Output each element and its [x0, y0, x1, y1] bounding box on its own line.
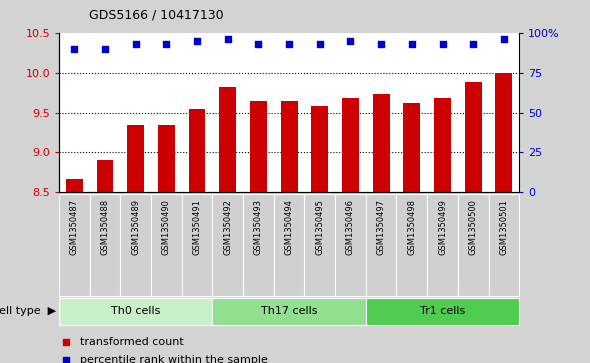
Bar: [212, 298, 366, 325]
Bar: [489, 194, 519, 296]
Bar: [243, 194, 274, 296]
Point: [162, 41, 171, 47]
Bar: [127, 125, 144, 192]
Bar: [212, 194, 243, 296]
Text: GSM1350496: GSM1350496: [346, 199, 355, 255]
Bar: [158, 125, 175, 192]
Bar: [281, 101, 297, 192]
Bar: [465, 82, 481, 192]
Bar: [427, 194, 458, 296]
Bar: [151, 194, 182, 296]
Text: percentile rank within the sample: percentile rank within the sample: [80, 355, 268, 363]
Text: GSM1350498: GSM1350498: [407, 199, 417, 255]
Bar: [366, 194, 396, 296]
Text: GSM1350492: GSM1350492: [223, 199, 232, 255]
Bar: [182, 194, 212, 296]
Bar: [434, 98, 451, 192]
Point: [438, 41, 447, 47]
Point: [284, 41, 294, 47]
Bar: [304, 194, 335, 296]
Text: GSM1350501: GSM1350501: [499, 199, 509, 255]
Point: [131, 41, 140, 47]
Bar: [120, 194, 151, 296]
Point: [407, 41, 417, 47]
Text: Th17 cells: Th17 cells: [261, 306, 317, 316]
Text: GSM1350489: GSM1350489: [131, 199, 140, 255]
Bar: [189, 109, 205, 192]
Point: [254, 41, 263, 47]
Text: GSM1350495: GSM1350495: [315, 199, 324, 255]
Point: [61, 358, 71, 363]
Point: [61, 339, 71, 345]
Bar: [274, 194, 304, 296]
Bar: [404, 103, 420, 192]
Text: Tr1 cells: Tr1 cells: [420, 306, 465, 316]
Text: GSM1350490: GSM1350490: [162, 199, 171, 255]
Bar: [219, 87, 236, 192]
Text: GDS5166 / 10417130: GDS5166 / 10417130: [88, 9, 223, 22]
Bar: [59, 194, 90, 296]
Bar: [66, 179, 83, 192]
Text: cell type  ▶: cell type ▶: [0, 306, 56, 316]
Point: [376, 41, 386, 47]
Text: GSM1350488: GSM1350488: [100, 199, 110, 256]
Point: [192, 38, 202, 44]
Text: transformed count: transformed count: [80, 337, 183, 347]
Bar: [90, 194, 120, 296]
Bar: [59, 298, 212, 325]
Text: GSM1350499: GSM1350499: [438, 199, 447, 255]
Point: [70, 46, 79, 52]
Point: [315, 41, 324, 47]
Text: GSM1350497: GSM1350497: [376, 199, 386, 255]
Text: GSM1350491: GSM1350491: [192, 199, 202, 255]
Bar: [458, 194, 489, 296]
Text: GSM1350500: GSM1350500: [468, 199, 478, 255]
Bar: [366, 298, 519, 325]
Point: [346, 38, 355, 44]
Point: [100, 46, 110, 52]
Point: [468, 41, 478, 47]
Bar: [250, 101, 267, 192]
Point: [499, 36, 509, 42]
Bar: [342, 98, 359, 192]
Bar: [396, 194, 427, 296]
Bar: [496, 73, 512, 192]
Bar: [335, 194, 366, 296]
Bar: [312, 106, 328, 192]
Bar: [97, 160, 113, 192]
Text: Th0 cells: Th0 cells: [111, 306, 160, 316]
Text: GSM1350487: GSM1350487: [70, 199, 79, 256]
Text: GSM1350493: GSM1350493: [254, 199, 263, 255]
Point: [223, 36, 232, 42]
Text: GSM1350494: GSM1350494: [284, 199, 294, 255]
Bar: [373, 94, 389, 192]
